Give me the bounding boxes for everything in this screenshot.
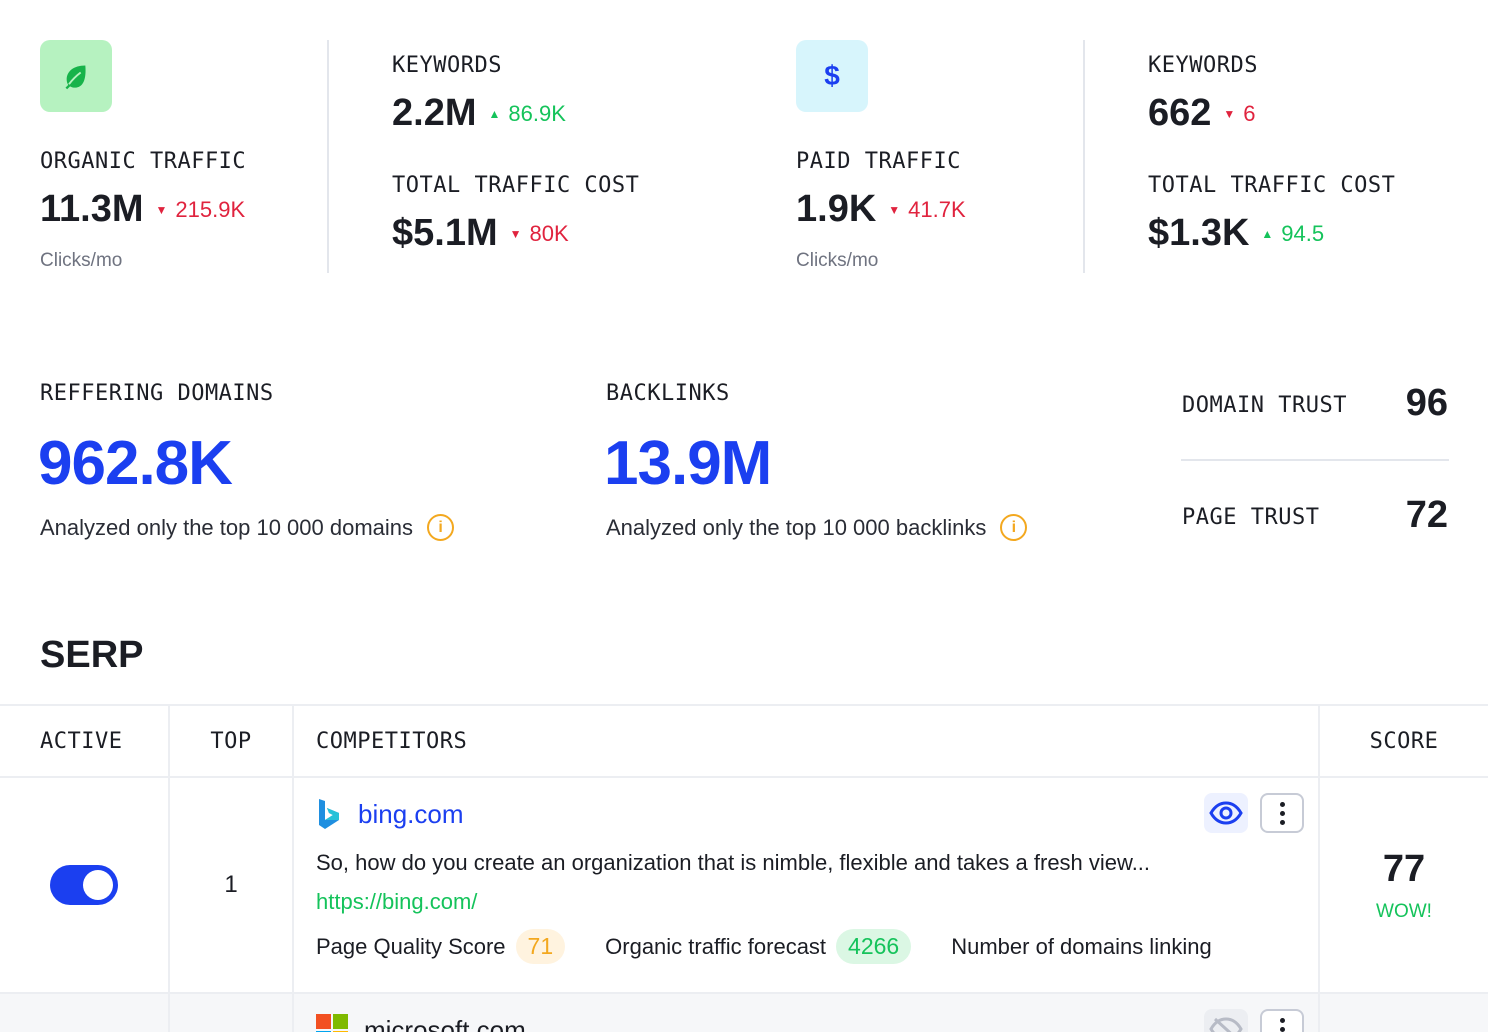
kebab-dot	[1279, 801, 1285, 807]
microsoft-logo-icon	[316, 1014, 348, 1032]
triangle-down-icon: ▼	[509, 226, 522, 241]
paid-traffic-tile: $	[796, 40, 868, 112]
serp-table: ACTIVE TOP COMPETITORS SCORE 1 bing.com	[0, 704, 1488, 1032]
triangle-down-icon: ▼	[1223, 106, 1236, 121]
competitor-cell: bing.com So, how do you create an organi…	[292, 776, 1320, 994]
domain-trust-value: 96	[1405, 382, 1448, 424]
column-header-top[interactable]: TOP	[168, 704, 294, 778]
paid-keywords-value: 662	[1148, 92, 1212, 134]
traffic-forecast-label: Organic traffic forecast	[605, 933, 827, 959]
score-value: 77	[1382, 847, 1426, 890]
triangle-up-icon: ▲	[488, 106, 501, 121]
triangle-up-icon: ▲	[1261, 226, 1274, 241]
eye-off-icon	[1209, 1017, 1243, 1032]
info-icon[interactable]: i	[1000, 514, 1028, 541]
organic-traffic-tile	[40, 40, 112, 112]
organic-keywords-value: 2.2M	[392, 92, 477, 134]
more-options-button[interactable]	[1260, 1009, 1304, 1032]
backlinks-label: BACKLINKS	[606, 381, 730, 406]
score-cell: 77 WOW!	[1318, 776, 1488, 994]
view-button[interactable]	[1204, 1009, 1248, 1032]
paid-cost-delta: ▲ 94.5	[1261, 220, 1325, 246]
paid-traffic-metric: 1.9K ▼ 41.7K	[796, 188, 966, 231]
score-cell	[1318, 992, 1488, 1032]
eye-icon	[1209, 801, 1243, 825]
page-quality-label: Page Quality Score	[316, 933, 506, 959]
top-rank: 1	[168, 776, 294, 994]
column-header-score[interactable]: SCORE	[1318, 704, 1488, 778]
competitor-metrics: Page Quality Score 71 Organic traffic fo…	[316, 929, 1310, 964]
organic-traffic-label: ORGANIC TRAFFIC	[40, 149, 247, 174]
backlinks-note: Analyzed only the top 10 000 backlinks i	[606, 514, 1028, 541]
info-icon[interactable]: i	[427, 514, 455, 541]
organic-keywords-label: KEYWORDS	[392, 53, 502, 78]
traffic-forecast-badge: 4266	[836, 929, 912, 964]
paid-keywords-metric: 662 ▼ 6	[1148, 92, 1256, 135]
organic-traffic-metric: 11.3M ▼ 215.9K	[40, 188, 245, 231]
paid-traffic-unit: Clicks/mo	[796, 250, 879, 271]
competitor-header: microsoft.com	[316, 1014, 1310, 1032]
paid-cost-label: TOTAL TRAFFIC COST	[1148, 173, 1396, 198]
referring-domains-label: REFFERING DOMAINS	[40, 381, 274, 406]
organic-keywords-delta: ▲ 86.9K	[488, 100, 566, 126]
paid-keywords-delta: ▼ 6	[1223, 100, 1256, 126]
dollar-icon: $	[824, 60, 840, 91]
organic-traffic-unit: Clicks/mo	[40, 250, 123, 271]
competitor-description: So, how do you create an organization th…	[316, 850, 1151, 875]
referring-domains-note: Analyzed only the top 10 000 domains i	[40, 514, 455, 541]
table-row: microsoft.com	[0, 992, 1488, 1032]
organic-traffic-delta: ▼ 215.9K	[155, 196, 246, 222]
organic-keywords-metric: 2.2M ▲ 86.9K	[392, 92, 566, 135]
organic-cost-metric: $5.1M ▼ 80K	[392, 212, 569, 255]
divider	[1181, 459, 1449, 461]
divider	[1083, 40, 1085, 273]
kebab-dot	[1279, 1017, 1285, 1023]
active-toggle[interactable]	[50, 865, 118, 905]
table-row: 1 bing.com So, how	[0, 776, 1488, 994]
active-cell	[0, 776, 170, 994]
referring-domains-value: 962.8K	[38, 429, 233, 498]
table-header-row: ACTIVE TOP COMPETITORS SCORE	[0, 704, 1488, 778]
paid-cost-value: $1.3K	[1148, 212, 1250, 254]
organic-cost-value: $5.1M	[392, 212, 498, 254]
competitor-domain-link[interactable]: bing.com	[358, 798, 464, 829]
backlinks-value: 13.9M	[604, 429, 772, 498]
active-cell	[0, 992, 170, 1032]
organic-traffic-value: 11.3M	[40, 188, 144, 230]
score-label: WOW!	[1376, 900, 1432, 922]
triangle-down-icon: ▼	[155, 202, 168, 217]
paid-traffic-value: 1.9K	[796, 188, 877, 230]
column-header-active[interactable]: ACTIVE	[0, 704, 170, 778]
bing-logo-icon	[319, 799, 339, 829]
more-options-button[interactable]	[1260, 793, 1304, 833]
competitor-header: bing.com	[316, 798, 1310, 830]
kebab-dot	[1279, 810, 1285, 816]
paid-keywords-label: KEYWORDS	[1148, 53, 1258, 78]
domain-trust-label: DOMAIN TRUST	[1182, 393, 1347, 418]
top-rank-cell	[168, 992, 294, 1032]
serp-title: SERP	[40, 634, 144, 676]
kebab-dot	[1279, 1026, 1285, 1032]
competitor-domain-link[interactable]: microsoft.com	[364, 1014, 526, 1032]
linking-domains-label: Number of domains linking	[951, 933, 1212, 959]
paid-traffic-label: PAID TRAFFIC	[796, 149, 961, 174]
page-trust-value: 72	[1405, 494, 1448, 536]
triangle-down-icon: ▼	[888, 202, 901, 217]
organic-cost-delta: ▼ 80K	[509, 220, 569, 246]
view-button[interactable]	[1204, 793, 1248, 833]
paid-traffic-delta: ▼ 41.7K	[888, 196, 966, 222]
column-header-competitors[interactable]: COMPETITORS	[292, 704, 1320, 778]
divider	[327, 40, 329, 273]
leaf-icon	[65, 65, 86, 90]
paid-cost-metric: $1.3K ▲ 94.5	[1148, 212, 1324, 255]
kebab-dot	[1279, 819, 1285, 825]
row-actions	[1204, 1009, 1304, 1032]
competitor-url[interactable]: https://bing.com/	[316, 889, 478, 914]
page-quality-badge: 71	[515, 929, 566, 964]
row-actions	[1204, 793, 1304, 833]
organic-cost-label: TOTAL TRAFFIC COST	[392, 173, 640, 198]
page-trust-label: PAGE TRUST	[1182, 505, 1320, 530]
competitor-cell: microsoft.com	[292, 992, 1320, 1032]
